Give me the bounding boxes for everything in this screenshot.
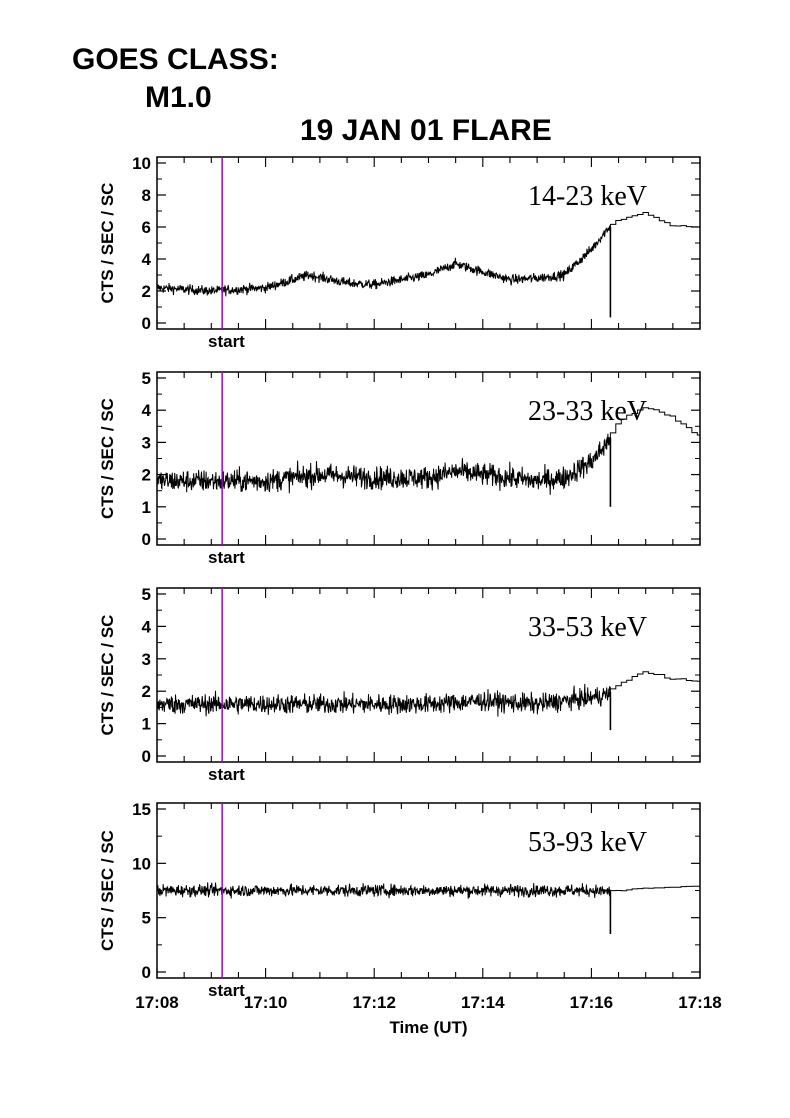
y-tick-label: 0 xyxy=(142,747,151,766)
y-tick-label: 0 xyxy=(142,963,151,982)
y-tick-label: 1 xyxy=(142,715,151,734)
y-tick-label: 2 xyxy=(142,282,151,301)
energy-band-label: 33-53 keV xyxy=(528,612,647,643)
energy-band-label: 14-23 keV xyxy=(528,181,647,212)
count-rate-trace xyxy=(156,882,611,899)
y-tick-label: 0 xyxy=(142,314,151,333)
y-tick-label: 4 xyxy=(142,250,152,269)
y-tick-label: 10 xyxy=(132,854,151,873)
panel-3: 0 1 2 3 4 5 CTS / SEC / SC 33-53 keV start xyxy=(98,585,701,784)
x-tick-label: 17:10 xyxy=(244,993,287,1012)
y-tick-label: 0 xyxy=(142,530,151,549)
y-axis-label: CTS / SEC / SC xyxy=(98,615,117,736)
count-rate-trace xyxy=(156,433,611,495)
x-axis-label: Time (UT) xyxy=(389,1018,467,1037)
y-axis-label: CTS / SEC / SC xyxy=(98,398,117,519)
count-rate-histogram xyxy=(609,885,700,892)
goes-class-value: M1.0 xyxy=(145,81,212,114)
y-tick-label: 5 xyxy=(142,585,151,604)
y-tick-label: 2 xyxy=(142,466,151,485)
start-marker-label: start xyxy=(208,981,245,1000)
panel-1: 0 2 4 6 8 10 CTS / SEC / SC 14-23 keV start xyxy=(98,154,701,351)
energy-band-label: 23-33 keV xyxy=(528,396,647,427)
y-axis-label: CTS / SEC / SC xyxy=(98,183,117,304)
energy-band-label: 53-93 keV xyxy=(528,827,647,858)
y-tick-label: 3 xyxy=(142,650,151,669)
chart-title: 19 JAN 01 FLARE xyxy=(300,114,552,147)
x-tick-label: 17:16 xyxy=(570,993,613,1012)
panel-2: 0 1 2 3 4 5 CTS / SEC / SC 23-33 keV start xyxy=(98,369,701,567)
x-tick-label: 17:12 xyxy=(352,993,395,1012)
x-tick-label: 17:14 xyxy=(461,993,505,1012)
y-axis-label: CTS / SEC / SC xyxy=(98,830,117,951)
y-tick-label: 1 xyxy=(142,498,151,517)
y-tick-label: 4 xyxy=(142,617,152,636)
start-marker-label: start xyxy=(208,548,245,567)
start-marker-label: start xyxy=(208,332,245,351)
y-tick-label: 8 xyxy=(142,186,151,205)
count-rate-trace xyxy=(156,225,611,297)
count-rate-trace xyxy=(156,683,611,717)
y-tick-label: 5 xyxy=(142,369,151,388)
goes-class-label: GOES CLASS: xyxy=(72,43,279,76)
count-rate-histogram xyxy=(609,671,700,692)
y-tick-label: 15 xyxy=(132,800,151,819)
y-tick-label: 5 xyxy=(142,909,151,928)
y-tick-label: 4 xyxy=(142,401,152,420)
x-tick-label: 17:18 xyxy=(678,993,721,1012)
y-tick-label: 2 xyxy=(142,682,151,701)
y-tick-label: 6 xyxy=(142,218,151,237)
count-rate-histogram xyxy=(609,407,700,438)
count-rate-histogram xyxy=(609,212,700,228)
panel-4: 0 5 10 15 CTS / SEC / SC 53-93 keV start 17:08 1… xyxy=(98,800,722,1037)
y-tick-label: 10 xyxy=(132,154,151,173)
start-marker-label: start xyxy=(208,765,245,784)
x-tick-label: 17:08 xyxy=(135,993,178,1012)
y-tick-label: 3 xyxy=(142,433,151,452)
